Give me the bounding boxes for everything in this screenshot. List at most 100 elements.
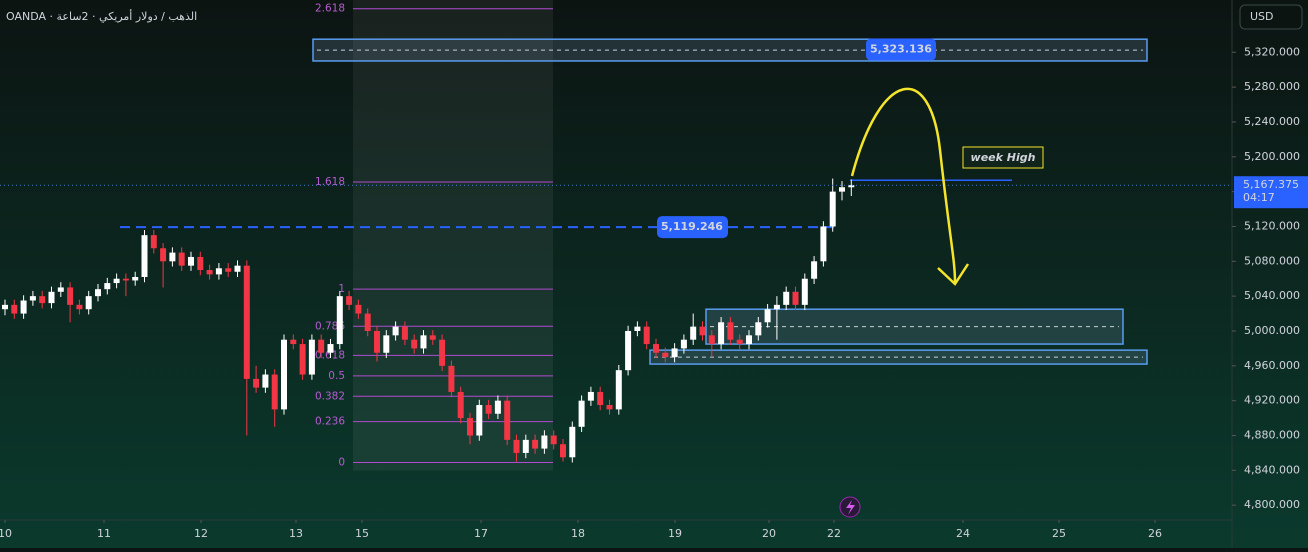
candle-body xyxy=(727,322,734,340)
candle-body xyxy=(346,296,353,305)
candle-body xyxy=(504,400,511,440)
candle-body xyxy=(169,252,176,262)
x-tick-label: 11 xyxy=(97,527,111,540)
level-badge xyxy=(657,216,728,239)
candle-body xyxy=(67,287,74,305)
fib-label: 0 xyxy=(338,457,345,469)
candle-body xyxy=(634,326,641,331)
candle-body xyxy=(355,304,362,314)
candle-body xyxy=(215,268,222,275)
candle-body xyxy=(578,400,585,427)
candle-body xyxy=(718,322,725,345)
candle-body xyxy=(522,439,529,453)
candle-body xyxy=(95,289,101,297)
projection-curve xyxy=(850,87,957,283)
countdown: 04:17 xyxy=(1243,191,1275,204)
y-tick-label: 5,120.000 xyxy=(1244,219,1300,232)
candle-body xyxy=(569,426,576,458)
y-tick-label: 4,800.000 xyxy=(1244,498,1300,511)
fib-label: 1 xyxy=(338,283,345,295)
y-tick-label: 5,200.000 xyxy=(1244,150,1300,163)
candle-body xyxy=(299,344,306,375)
candle-body xyxy=(764,309,771,323)
candle-body xyxy=(188,256,194,266)
y-tick-label: 5,040.000 xyxy=(1244,289,1300,302)
y-tick-label: 5,000.000 xyxy=(1244,324,1300,337)
candle-body xyxy=(848,185,855,188)
level-label: 5,323.136 xyxy=(870,43,932,56)
candle-body xyxy=(783,291,790,305)
candle-body xyxy=(839,187,845,192)
candle-body xyxy=(281,339,287,410)
y-tick-label: 4,960.000 xyxy=(1244,359,1300,372)
candle-body xyxy=(625,330,632,371)
candle-body xyxy=(606,405,613,410)
candle-body xyxy=(587,391,594,401)
candle-body xyxy=(85,296,92,310)
candle-body xyxy=(29,296,36,301)
candle-body xyxy=(420,335,427,349)
candle-body xyxy=(39,296,46,304)
x-tick-label: 12 xyxy=(194,527,208,540)
y-tick-label: 4,920.000 xyxy=(1244,394,1300,407)
y-tick-label: 4,840.000 xyxy=(1244,463,1300,476)
candle-body xyxy=(11,304,18,314)
candle-body xyxy=(234,265,241,272)
x-tick-label: 10 xyxy=(0,527,12,540)
candle-body xyxy=(401,326,408,340)
candle-body xyxy=(448,365,455,392)
candle-body xyxy=(327,344,334,353)
candle-body xyxy=(104,283,111,290)
annotation-box xyxy=(962,146,1044,169)
candle-body xyxy=(457,391,464,419)
candle-body xyxy=(476,405,483,436)
candle-body xyxy=(132,276,139,281)
candle-body xyxy=(560,444,566,458)
candle-body xyxy=(20,300,27,314)
plot: 5,320.000 5,280.000 5,240.000 5,200.000 5,16… xyxy=(0,0,1308,540)
fib-label: 0.236 xyxy=(315,416,345,428)
fib-label: 0.5 xyxy=(328,370,345,382)
candle-body xyxy=(773,304,780,310)
x-tick-label: 22 xyxy=(827,527,841,540)
projection-arrow xyxy=(937,263,970,286)
x-tick-label: 17 xyxy=(474,527,488,540)
candle-body xyxy=(680,339,687,349)
candle-body xyxy=(699,326,706,336)
candle-body xyxy=(429,335,436,340)
candle-body xyxy=(708,335,715,345)
candle-body xyxy=(653,344,659,353)
candle-body xyxy=(178,252,185,266)
y-tick-label: 5,280.000 xyxy=(1244,80,1300,93)
currency: USD xyxy=(1250,10,1274,23)
candle-body xyxy=(392,326,399,336)
x-tick-label: 20 xyxy=(762,527,776,540)
candle-body xyxy=(550,435,557,445)
fib-label: 2.618 xyxy=(315,3,345,15)
alert-bolt xyxy=(846,500,855,515)
candle-body xyxy=(541,435,548,449)
candle-body xyxy=(271,374,278,410)
candle-body xyxy=(792,291,799,305)
candle-body xyxy=(150,235,157,249)
currency-box[interactable] xyxy=(1239,4,1303,30)
candle-body xyxy=(690,326,697,340)
candle-body xyxy=(290,339,297,345)
candle-body xyxy=(597,391,604,406)
candle-body xyxy=(160,248,167,262)
last-price-label: 5,167.375 xyxy=(1243,178,1299,191)
candle-body xyxy=(262,374,269,388)
y-tick-label: 5,080.000 xyxy=(1244,254,1300,267)
y-tick-label: 4,880.000 xyxy=(1244,429,1300,442)
zone xyxy=(649,349,1148,365)
last-price-badge xyxy=(1234,176,1308,209)
fib-label: 0.382 xyxy=(315,390,345,402)
candle-body xyxy=(374,330,380,353)
candle-body xyxy=(643,326,650,345)
fib-label: 1.618 xyxy=(315,176,345,188)
y-tick-label: 5,240.000 xyxy=(1244,115,1300,128)
candle-body xyxy=(485,405,492,414)
candle-body xyxy=(48,291,55,304)
